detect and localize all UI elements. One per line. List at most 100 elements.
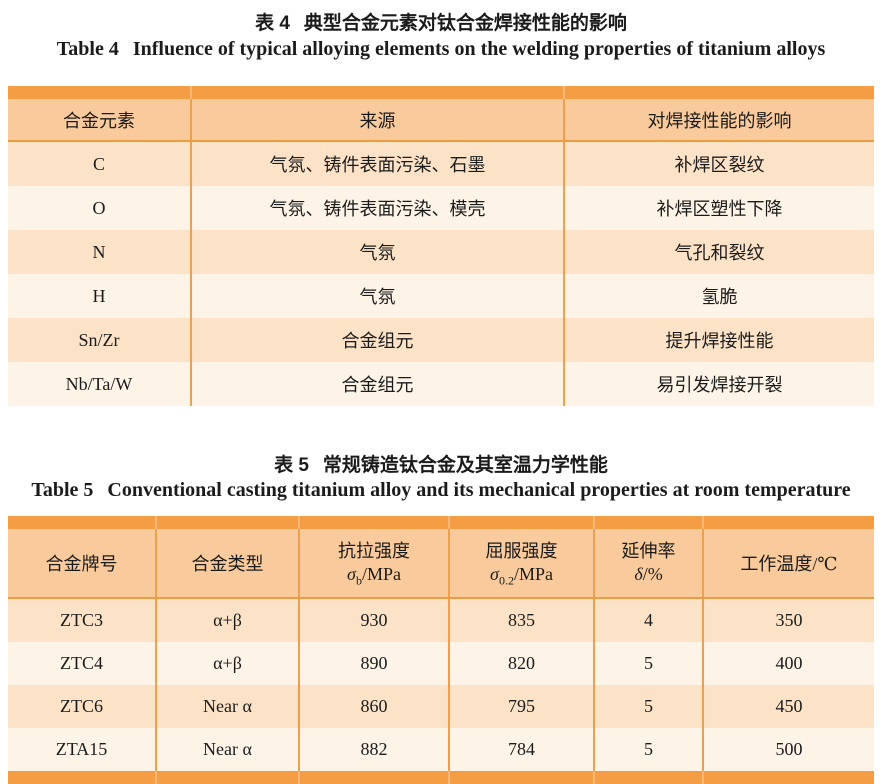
table-row: C 气氛、铸件表面污染、石墨 补焊区裂纹 — [8, 142, 874, 186]
top-bar-segment — [8, 516, 155, 529]
table-cell: 350 — [702, 599, 874, 642]
table4-top-bar — [8, 86, 874, 99]
table-cell: 835 — [448, 599, 593, 642]
table-cell: 890 — [298, 642, 448, 685]
table-cell: α+β — [155, 642, 298, 685]
top-bar-segment — [702, 516, 874, 529]
table-cell: 合金组元 — [190, 318, 563, 362]
table-cell: 气孔和裂纹 — [563, 230, 874, 274]
table-cell: α+β — [155, 599, 298, 642]
table4-title-en: Table 4 Influence of typical alloying ele… — [0, 38, 882, 61]
table-cell: Sn/Zr — [78, 329, 120, 350]
header-line1: 抗拉强度 — [338, 540, 410, 561]
table-cell: C — [92, 153, 105, 174]
table-cell: Near α — [155, 728, 298, 771]
table-cell: 400 — [702, 642, 874, 685]
table-row: ZTC6 Near α 860 795 5 450 — [8, 685, 874, 728]
header-line2: σb/MPa — [347, 563, 401, 588]
table5-top-bar — [8, 516, 874, 529]
table-cell: Near α — [155, 685, 298, 728]
table-cell: 450 — [702, 685, 874, 728]
top-bar-segment — [448, 516, 593, 529]
table4-title-zh: 表 4 典型合金元素对钛合金焊接性能的影响 — [0, 8, 882, 35]
table-cell: 882 — [298, 728, 448, 771]
table-cell: 795 — [448, 685, 593, 728]
table5: 合金牌号 合金类型 抗拉强度 σb/MPa 屈服强度 σ0.2/MPa 延伸率 … — [8, 516, 874, 784]
table-cell: ZTA15 — [55, 739, 108, 759]
table-cell: 5 — [593, 728, 702, 771]
table5-header-working-temperature: 工作温度/℃ — [702, 529, 874, 597]
table-row: Nb/Ta/W 合金组元 易引发焊接开裂 — [8, 362, 874, 406]
table5-header-tensile-strength: 抗拉强度 σb/MPa — [298, 529, 448, 597]
table-cell: 820 — [448, 642, 593, 685]
table5-title-zh: 表 5 常规铸造钛合金及其室温力学性能 — [0, 450, 882, 477]
table-cell: 气氛、铸件表面污染、石墨 — [190, 142, 563, 186]
table-cell: N — [92, 241, 106, 262]
table5-title-en: Table 5 Conventional casting titanium all… — [0, 479, 882, 502]
header-line1: 延伸率 — [621, 540, 676, 561]
top-bar-segment — [563, 86, 874, 99]
table-cell: 气氛 — [190, 230, 563, 274]
table-row: ZTC3 α+β 930 835 4 350 — [8, 599, 874, 642]
table-cell: 860 — [298, 685, 448, 728]
table5-header-alloy-type: 合金类型 — [155, 529, 298, 597]
table4: 合金元素 来源 对焊接性能的影响 C 气氛、铸件表面污染、石墨 补焊区裂纹 O … — [8, 86, 874, 406]
table4-title-zh-text: 典型合金元素对钛合金焊接性能的影响 — [303, 13, 627, 34]
table-row: H 气氛 氢脆 — [8, 274, 874, 318]
top-bar-segment — [8, 86, 190, 99]
table-cell: ZTC6 — [60, 696, 103, 716]
table4-title-en-text: Influence of typical alloying elements o… — [132, 38, 826, 60]
table4-header-welding-influence: 对焊接性能的影响 — [563, 99, 874, 140]
top-bar-segment — [593, 516, 702, 529]
header-line2: σ0.2/MPa — [490, 563, 553, 588]
table-cell: 930 — [298, 599, 448, 642]
table4-header-source: 来源 — [190, 99, 563, 140]
table4-title-en-label: Table 4 — [56, 38, 119, 60]
table4-title-zh-label: 表 4 — [255, 13, 290, 34]
top-bar-segment — [298, 516, 448, 529]
table-cell: O — [92, 197, 106, 218]
table5-bottom-bar — [8, 771, 874, 784]
bottom-bar-segment — [8, 771, 155, 784]
table-cell: ZTC3 — [60, 610, 103, 630]
top-bar-segment — [155, 516, 298, 529]
table-cell: ZTC4 — [60, 653, 103, 673]
table-cell: 易引发焊接开裂 — [563, 362, 874, 406]
table-row: ZTC4 α+β 890 820 5 400 — [8, 642, 874, 685]
header-line2: δ/% — [634, 563, 663, 584]
table-cell: 氢脆 — [563, 274, 874, 318]
table-cell: H — [92, 285, 106, 306]
table-row: Sn/Zr 合金组元 提升焊接性能 — [8, 318, 874, 362]
table-row: N 气氛 气孔和裂纹 — [8, 230, 874, 274]
table5-header-row: 合金牌号 合金类型 抗拉强度 σb/MPa 屈服强度 σ0.2/MPa 延伸率 … — [8, 529, 874, 599]
table5-title-zh-label: 表 5 — [274, 455, 309, 476]
bottom-bar-segment — [593, 771, 702, 784]
header-line1: 屈服强度 — [485, 540, 558, 561]
table-row: ZTA15 Near α 882 784 5 500 — [8, 728, 874, 771]
table5-title-en-label: Table 5 — [31, 479, 94, 501]
table5-header-elongation: 延伸率 δ/% — [593, 529, 702, 597]
table5-header-alloy-grade: 合金牌号 — [45, 554, 118, 574]
bottom-bar-segment — [298, 771, 448, 784]
table-cell: 500 — [702, 728, 874, 771]
table-cell: 合金组元 — [190, 362, 563, 406]
table-cell: 补焊区裂纹 — [563, 142, 874, 186]
table-cell: 提升焊接性能 — [563, 318, 874, 362]
table-row: O 气氛、铸件表面污染、模壳 补焊区塑性下降 — [8, 186, 874, 230]
bottom-bar-segment — [448, 771, 593, 784]
table5-header-yield-strength: 屈服强度 σ0.2/MPa — [448, 529, 593, 597]
table-cell: 气氛、铸件表面污染、模壳 — [190, 186, 563, 230]
table-cell: 784 — [448, 728, 593, 771]
bottom-bar-segment — [702, 771, 874, 784]
bottom-bar-segment — [155, 771, 298, 784]
top-bar-segment — [190, 86, 563, 99]
table-cell: 5 — [593, 685, 702, 728]
table4-header-alloy-element: 合金元素 — [63, 110, 135, 131]
table-cell: 5 — [593, 642, 702, 685]
table-cell: 气氛 — [190, 274, 563, 318]
table-cell: 4 — [593, 599, 702, 642]
table-cell: 补焊区塑性下降 — [563, 186, 874, 230]
table-cell: Nb/Ta/W — [65, 373, 133, 394]
table4-header-row: 合金元素 来源 对焊接性能的影响 — [8, 99, 874, 142]
